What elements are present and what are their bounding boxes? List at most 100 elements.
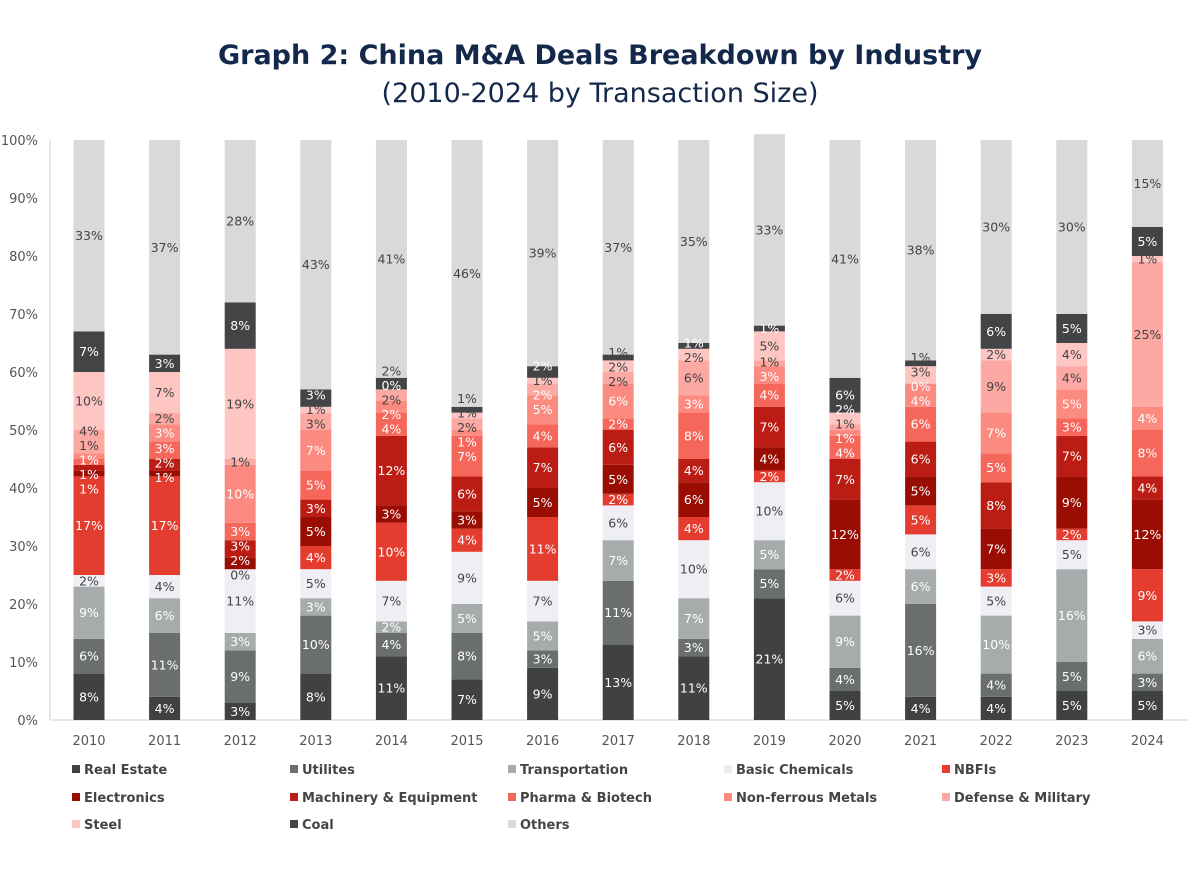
data-label: 9% <box>986 379 1006 394</box>
x-tick-label: 2021 <box>904 734 937 749</box>
bar-segment <box>149 354 181 372</box>
bar-segment <box>300 430 332 471</box>
data-label: 9% <box>230 669 250 684</box>
bar-segment <box>149 696 181 720</box>
bar-segment <box>1056 343 1088 367</box>
bar-segment <box>1131 430 1163 477</box>
data-label: 2% <box>835 568 855 583</box>
bar-segment <box>905 569 937 604</box>
data-label: 1% <box>759 354 779 369</box>
bar-segment <box>224 569 256 633</box>
data-label: 4% <box>835 446 855 461</box>
legend-label: Steel <box>84 818 122 833</box>
data-label: 4% <box>911 394 931 409</box>
x-tick-label: 2012 <box>224 734 257 749</box>
data-label: 2% <box>381 363 401 378</box>
bar-segment <box>678 412 710 459</box>
bar-segment <box>980 696 1012 720</box>
bar-segment <box>149 424 181 442</box>
bar-segment <box>753 331 785 361</box>
bar-segment <box>1056 540 1088 570</box>
data-label: 6% <box>1137 649 1157 664</box>
data-label: 2% <box>608 374 628 389</box>
data-label: 33% <box>756 222 784 237</box>
bar-segment <box>753 360 785 367</box>
bar-segment <box>1131 569 1163 622</box>
bar-segment <box>1056 569 1088 662</box>
bar-segment <box>527 621 559 651</box>
data-label: 6% <box>835 591 855 606</box>
data-label: 10% <box>75 394 103 409</box>
bar-segment <box>602 430 634 465</box>
data-label: 2% <box>608 492 628 507</box>
data-label: 7% <box>835 472 855 487</box>
x-tick-label: 2016 <box>526 734 559 749</box>
bar-segment <box>980 314 1012 349</box>
data-label: 5% <box>306 478 326 493</box>
data-label: 5% <box>533 495 553 510</box>
data-label: 2% <box>759 469 779 484</box>
bar-segment <box>602 464 634 494</box>
bar-segment <box>1131 499 1163 570</box>
data-label: 10% <box>982 637 1010 652</box>
data-label: 8% <box>79 689 99 704</box>
data-label: 2% <box>608 360 628 375</box>
data-label: 7% <box>306 443 326 458</box>
data-label: 8% <box>1137 446 1157 461</box>
data-label: 4% <box>79 424 99 439</box>
bar-segment <box>829 377 861 413</box>
data-label: 17% <box>151 518 179 533</box>
bar-segment <box>1131 256 1163 262</box>
data-label: 6% <box>79 649 99 664</box>
bar-segment <box>375 389 407 401</box>
data-label: 5% <box>986 594 1006 609</box>
bar-segment <box>829 459 861 500</box>
bar-segment <box>73 459 105 465</box>
x-tick-label: 2022 <box>980 734 1013 749</box>
bar-segment <box>980 615 1012 674</box>
data-label: 4% <box>1062 370 1082 385</box>
bar-segment <box>829 412 861 425</box>
bar-segment <box>1056 435 1088 477</box>
bar-segment <box>602 580 634 645</box>
bar-segment <box>224 702 256 720</box>
data-label: 11% <box>604 605 632 620</box>
data-label: 1% <box>835 431 855 446</box>
data-label: 11% <box>151 657 179 672</box>
bar-segment <box>980 140 1012 314</box>
bar-segment <box>678 140 710 343</box>
data-label: 2% <box>533 388 553 403</box>
bar-segment <box>527 383 559 396</box>
y-tick-label: 90% <box>9 192 38 207</box>
data-label: 4% <box>457 533 477 548</box>
data-label: 11% <box>226 594 254 609</box>
bar-segment <box>829 615 861 668</box>
data-label: 4% <box>381 421 401 436</box>
data-label: 5% <box>1137 234 1157 249</box>
bar-segment <box>375 377 407 390</box>
x-tick-label: 2014 <box>375 734 408 749</box>
data-label: 7% <box>986 541 1006 556</box>
bar-segment <box>375 435 407 506</box>
bar-segment <box>602 505 634 541</box>
data-label: 1% <box>457 435 477 450</box>
bar-segment <box>678 638 710 657</box>
data-label: 6% <box>608 440 628 455</box>
data-label: 3% <box>230 539 250 554</box>
bar-segment <box>678 360 710 396</box>
data-label: 5% <box>457 611 477 626</box>
data-label: 2% <box>986 347 1006 362</box>
data-label: 3% <box>306 388 326 403</box>
data-label: 2% <box>684 350 704 365</box>
bar-segment <box>1056 314 1088 343</box>
data-label: 33% <box>75 228 103 243</box>
data-label: 3% <box>306 501 326 516</box>
bar-segment <box>375 140 407 378</box>
data-label: 3% <box>230 704 250 719</box>
bar-segment <box>678 395 710 413</box>
bar-segment <box>375 633 407 657</box>
data-label: 5% <box>1062 321 1082 336</box>
bar-segment <box>678 459 710 483</box>
data-label: 46% <box>453 266 481 281</box>
